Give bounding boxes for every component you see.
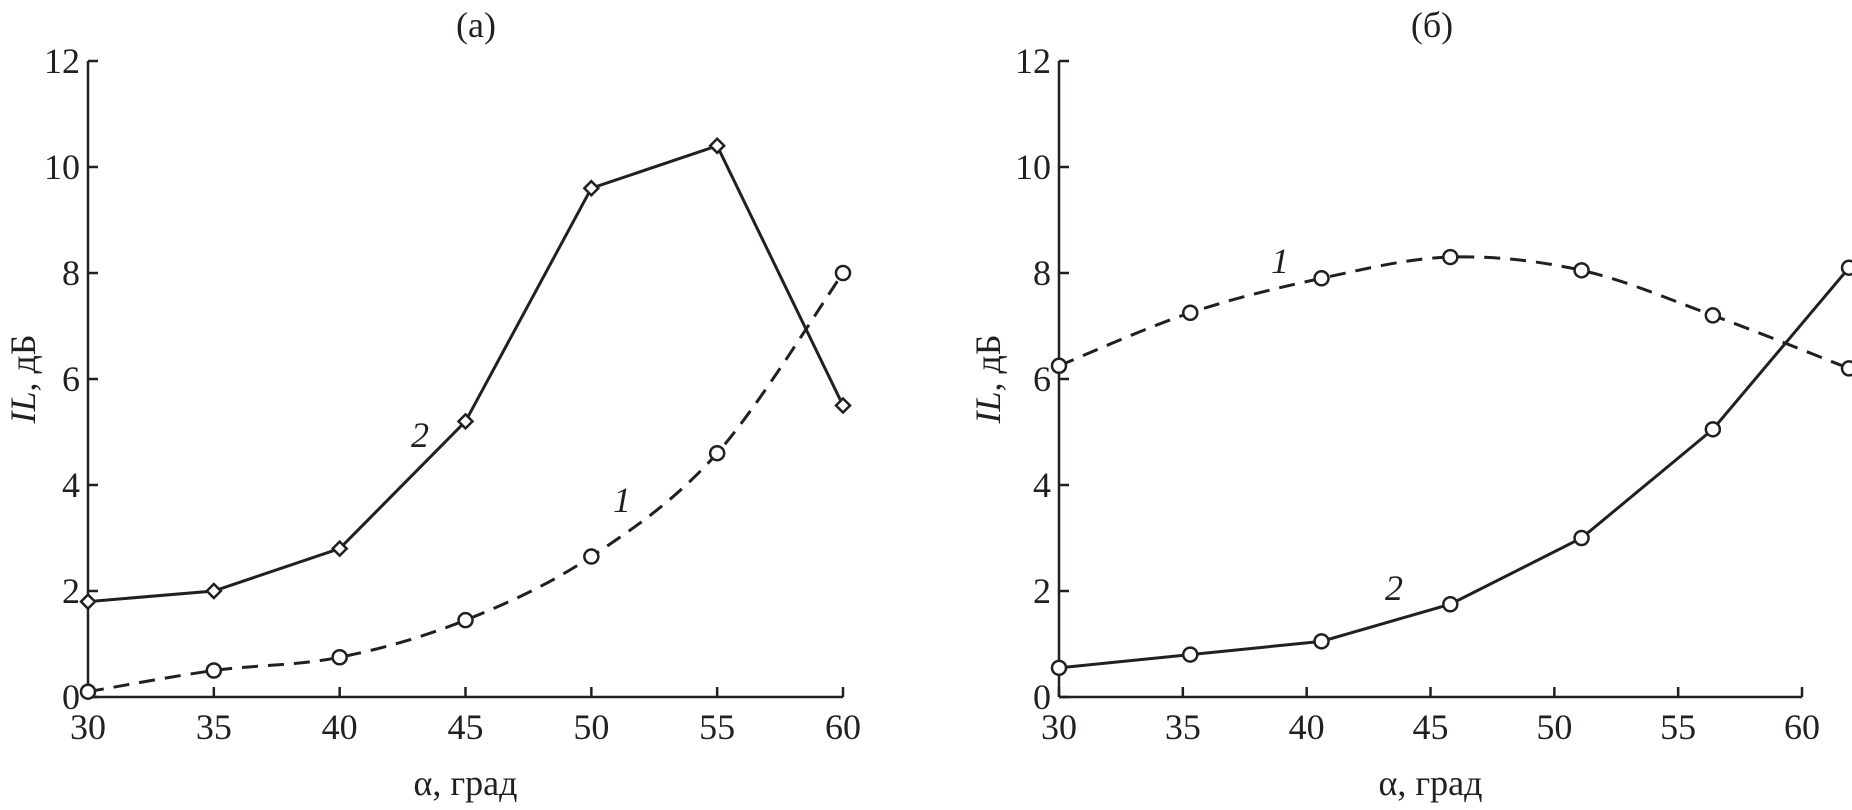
x-tick-label: 30: [1041, 707, 1077, 747]
series-2-point: [1573, 529, 1590, 547]
x-tick-label: 30: [70, 707, 106, 747]
series-1-label: 1: [613, 480, 631, 520]
series-2-point: [1050, 659, 1068, 677]
y-tick-label: 10: [1015, 147, 1051, 187]
series-2-point: [456, 412, 475, 431]
y-tick-label: 8: [1033, 253, 1051, 293]
series-2-point: [1182, 646, 1199, 663]
y-axis-title-quantity: IL: [3, 391, 43, 424]
series-1-line: [87, 272, 845, 694]
series-2-point: [1840, 259, 1852, 276]
y-tick-label: 6: [62, 359, 80, 399]
series-1-point: [1442, 248, 1459, 266]
series-1-label: 1: [1271, 241, 1289, 281]
y-tick-label: 0: [62, 677, 80, 717]
y-axis-title-quantity: IL: [968, 391, 1008, 424]
series-1-point: [1313, 270, 1330, 287]
y-tick-label: 2: [1033, 571, 1051, 611]
series-1-point: [1840, 360, 1852, 377]
series-2-point: [79, 592, 97, 611]
y-axis-title-unit: , дБ: [3, 334, 43, 391]
y-tick-label: 12: [44, 41, 80, 81]
x-tick-label: 40: [1289, 707, 1325, 747]
x-axis-title: α, град: [1379, 763, 1483, 803]
y-tick-label: 6: [1033, 359, 1051, 399]
x-tick-label: 45: [448, 707, 484, 747]
y-tick-label: 2: [62, 571, 80, 611]
y-tick-label: 4: [62, 465, 80, 505]
x-tick-label: 55: [1660, 707, 1696, 747]
series-1-point: [1050, 357, 1068, 374]
x-tick-label: 60: [825, 707, 861, 747]
series-1-point: [331, 649, 348, 666]
x-tick-label: 50: [1536, 707, 1572, 747]
y-axis-title-unit: , дБ: [968, 334, 1008, 391]
x-axis-title: α, град: [414, 763, 518, 803]
series-1-point: [1573, 262, 1590, 279]
series-2-label: 2: [411, 415, 429, 455]
series-1-point: [1704, 307, 1722, 324]
y-axis-title: IL, дБ: [968, 334, 1008, 424]
y-axis-title: IL, дБ: [3, 334, 43, 424]
series-2-point: [582, 179, 601, 197]
series-1-point: [205, 662, 223, 679]
x-tick-label: 45: [1413, 707, 1449, 747]
x-tick-label: 35: [196, 707, 232, 747]
series-1-point: [708, 444, 726, 462]
series-1-point: [79, 683, 97, 700]
series-2-point: [205, 582, 223, 600]
series-1-point: [583, 548, 600, 565]
series-2-label: 2: [1385, 568, 1403, 608]
series-2-point: [330, 539, 349, 558]
x-tick-label: 60: [1784, 707, 1820, 747]
y-tick-label: 8: [62, 253, 80, 293]
series-2-point: [1313, 633, 1330, 650]
series-2-point: [708, 137, 726, 155]
series-2-line: [87, 143, 845, 604]
y-tick-label: 4: [1033, 465, 1051, 505]
x-tick-label: 50: [573, 707, 609, 747]
x-tick-label: 55: [699, 707, 735, 747]
series-1-point: [457, 611, 474, 629]
panel-title: (а): [456, 5, 496, 45]
series-2-point: [834, 396, 852, 415]
y-tick-label: 0: [1033, 677, 1051, 717]
series-2-point: [1704, 421, 1722, 438]
series-1-point: [1182, 304, 1199, 321]
series-1-line: [1058, 255, 1850, 370]
x-tick-label: 40: [322, 707, 358, 747]
y-tick-label: 12: [1015, 41, 1051, 81]
series-1-point: [834, 264, 852, 282]
y-tick-label: 10: [44, 147, 80, 187]
x-tick-label: 35: [1165, 707, 1201, 747]
panel-title: (б): [1411, 5, 1453, 45]
series-2-point: [1442, 596, 1459, 613]
